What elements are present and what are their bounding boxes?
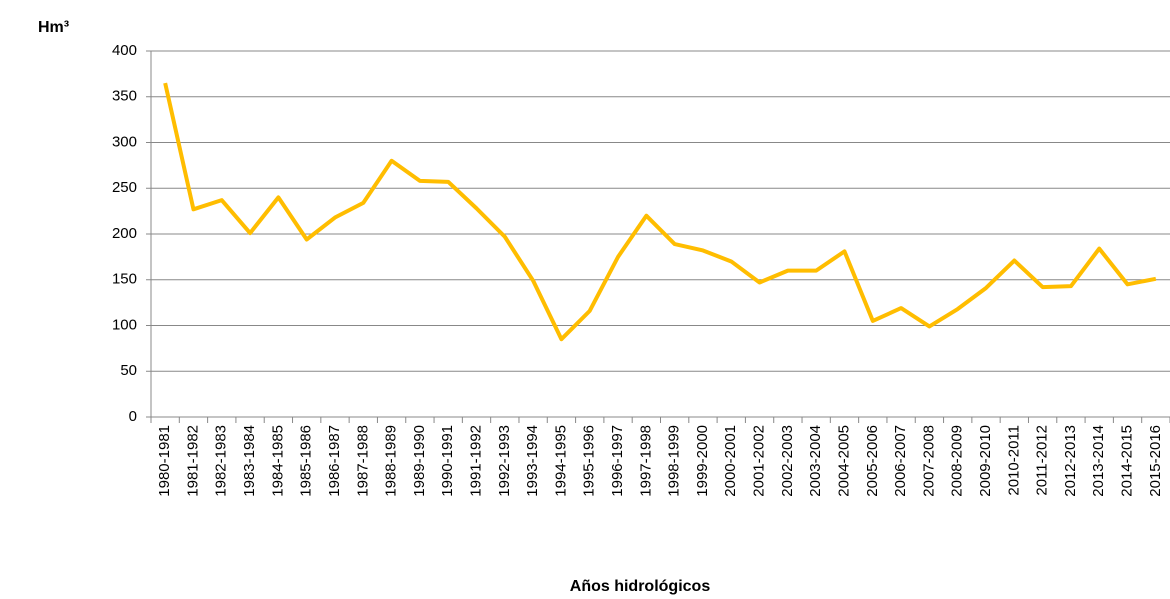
- x-tick-label: 2004-2005: [835, 425, 852, 497]
- x-tick-label: 1990-1991: [439, 425, 456, 497]
- y-tick-label: 350: [112, 88, 137, 105]
- x-tick-label: 2013-2014: [1090, 425, 1107, 497]
- x-tick-label: 2012-2013: [1062, 425, 1079, 497]
- y-tick-label: 400: [112, 42, 137, 59]
- y-tick-label: 200: [112, 225, 137, 242]
- y-tick-label: 250: [112, 179, 137, 196]
- y-tick-label: 100: [112, 316, 137, 333]
- x-tick-label: 1999-2000: [694, 425, 711, 497]
- y-tick-label: 150: [112, 271, 137, 288]
- x-tick-label: 2008-2009: [949, 425, 966, 497]
- x-tick-label: 2001-2002: [751, 425, 768, 497]
- x-tick-label: 2011-2012: [1034, 425, 1051, 496]
- x-tick-label: 1993-1994: [524, 425, 541, 497]
- x-tick-label: 1998-1999: [666, 425, 683, 497]
- x-tick-label: 1989-1990: [411, 425, 428, 497]
- x-tick-label: 2003-2004: [807, 425, 824, 497]
- x-tick-label: 1994-1995: [552, 425, 569, 497]
- x-tick-label: 1981-1982: [184, 425, 201, 497]
- x-tick-label: 2005-2006: [864, 425, 881, 497]
- x-tick-label: 2007-2008: [920, 425, 937, 497]
- x-tick-label: 1997-1998: [637, 425, 654, 497]
- x-axis-title: Años hidrológicos: [570, 578, 711, 595]
- x-tick-label: 2000-2001: [722, 425, 739, 497]
- x-tick-label: 2010-2011: [1005, 425, 1022, 496]
- y-tick-label: 50: [120, 362, 137, 379]
- x-tick-label: 1988-1989: [383, 425, 400, 497]
- x-tick-label: 2002-2003: [779, 425, 796, 497]
- x-tick-label: 1995-1996: [581, 425, 598, 497]
- x-tick-label: 1987-1988: [354, 425, 371, 497]
- x-tick-label: 1996-1997: [609, 425, 626, 497]
- x-tick-label: 1982-1983: [213, 425, 230, 497]
- y-axis-title: Hm³: [38, 19, 69, 36]
- x-tick-label: 2006-2007: [892, 425, 909, 497]
- x-tick-label: 1984-1985: [269, 425, 286, 497]
- x-tick-label: 1980-1981: [156, 425, 173, 497]
- y-tick-label: 300: [112, 133, 137, 150]
- x-tick-label: 1986-1987: [326, 425, 343, 497]
- data-line: [163, 82, 1157, 342]
- x-tick-label: 2009-2010: [977, 425, 994, 497]
- x-tick-label: 1992-1993: [496, 425, 513, 497]
- x-tick-label: 1983-1984: [241, 425, 258, 497]
- x-tick-label: 1985-1986: [298, 425, 315, 497]
- x-tick-label: 1991-1992: [467, 425, 484, 497]
- x-tick-label: 2014-2015: [1119, 425, 1136, 497]
- y-tick-label: 0: [129, 408, 137, 425]
- x-tick-label: 2015-2016: [1147, 425, 1164, 497]
